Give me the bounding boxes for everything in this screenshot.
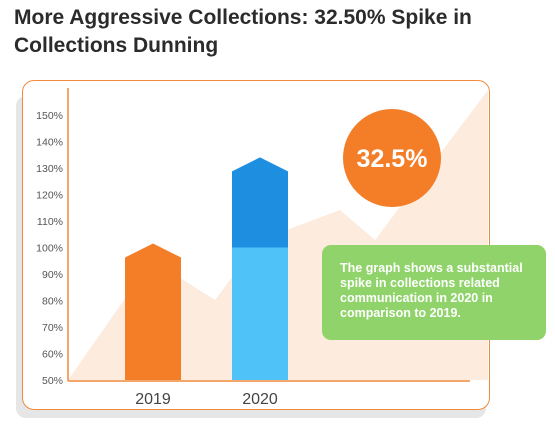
bar-2019 [125, 243, 181, 380]
bar-2020-base [232, 247, 288, 380]
y-tick-label: 150% [36, 110, 63, 122]
y-tick-label: 110% [37, 216, 63, 228]
bar-2020-increase [232, 157, 288, 248]
y-tick-label: 130% [36, 163, 63, 175]
chart-title: More Aggressive Collections: 32.50% Spik… [14, 6, 472, 57]
y-tick-label: 100% [36, 243, 63, 255]
y-tick-label: 70% [42, 322, 63, 334]
percentage-badge [343, 109, 441, 207]
y-tick-label: 50% [42, 375, 63, 387]
x-tick-label: 2019 [135, 391, 171, 408]
annotation-box: The graph shows a substantial spike in c… [322, 245, 546, 340]
x-axis-labels: 2019 2020 [135, 391, 278, 408]
y-tick-label: 60% [42, 349, 63, 361]
y-tick-label: 80% [42, 296, 63, 308]
y-tick-label: 90% [42, 269, 63, 281]
y-tick-label: 140% [36, 137, 63, 149]
percentage-badge-label: 32.5% [357, 145, 428, 173]
y-tick-label: 120% [36, 190, 63, 202]
y-axis: 50% 60% 70% 80% 90% 100% 110% 120% 130% 140% 150% [36, 110, 63, 387]
bars [125, 157, 288, 380]
x-tick-label: 2020 [242, 391, 278, 408]
